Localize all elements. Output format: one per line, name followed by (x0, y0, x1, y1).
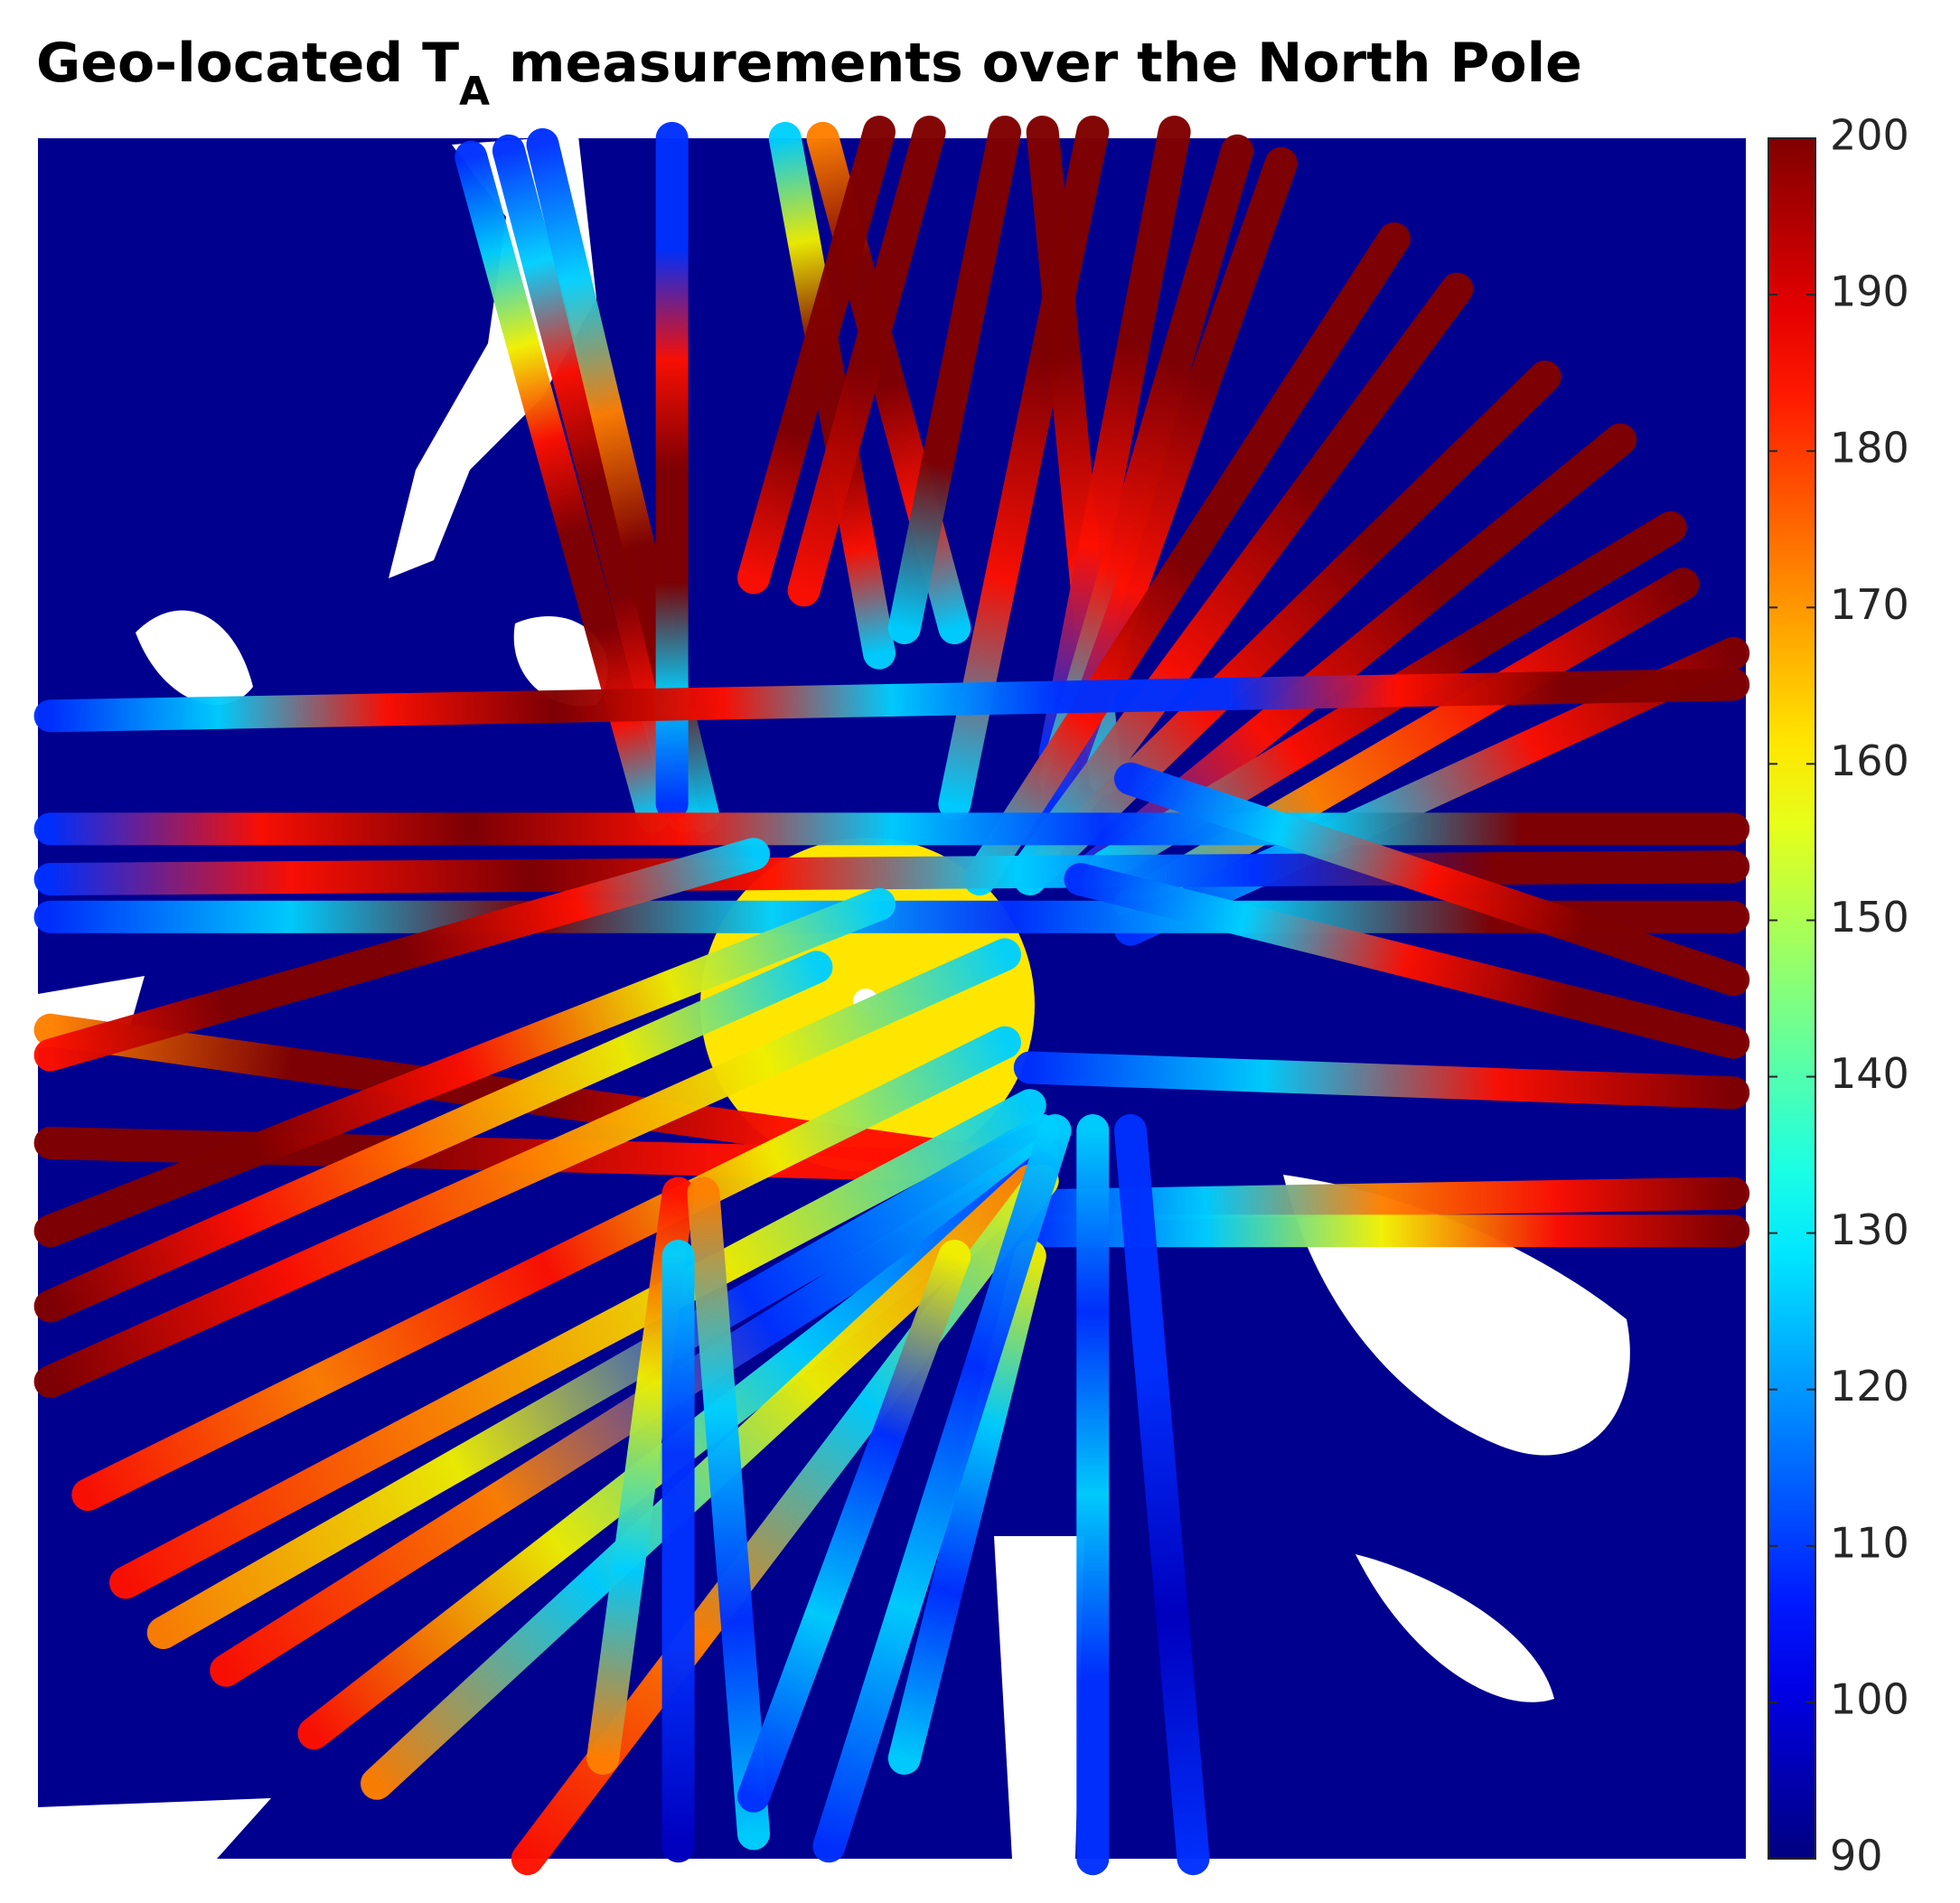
track (33, 951, 833, 1323)
colorbar-tick-label: 190 (1830, 267, 1909, 316)
land (38, 1798, 271, 1859)
track (787, 115, 946, 607)
track (1114, 567, 1700, 921)
chart-title: Geo-located TA measurements over the Nor… (36, 32, 1582, 115)
track (33, 938, 1021, 1398)
title-rest: measurements over the North Pole (490, 32, 1582, 95)
track (887, 1240, 1046, 1775)
tracks (33, 115, 1750, 1876)
track (1013, 272, 1474, 884)
land (513, 616, 608, 707)
colorbar-tick-label: 170 (1830, 580, 1909, 629)
track (1064, 863, 1750, 1059)
track (33, 838, 770, 1072)
colorbar-tick-label: 200 (1830, 111, 1909, 160)
colorbar-tick-label: 90 (1830, 1832, 1883, 1880)
track (737, 1240, 971, 1813)
title-main: Geo-located T (36, 32, 459, 95)
track (737, 115, 896, 595)
map (33, 115, 1750, 1876)
track (1114, 762, 1750, 997)
colorbar-tick-label: 110 (1830, 1518, 1909, 1567)
track (146, 1114, 1059, 1649)
track (768, 121, 896, 670)
track (1114, 1114, 1210, 1876)
colorbar (1768, 137, 1816, 1860)
track (33, 887, 896, 1248)
track (1013, 1051, 1750, 1110)
track (361, 1164, 1046, 1800)
colorbar-tick-label: 160 (1830, 736, 1909, 785)
track (71, 1026, 1021, 1512)
colorbar-tick-label: 120 (1830, 1362, 1909, 1411)
colorbar-tick-label: 150 (1830, 893, 1909, 942)
track (33, 668, 1750, 733)
colorbar-tick-label: 140 (1830, 1049, 1909, 1098)
land (994, 1536, 1084, 1859)
track (1013, 361, 1561, 895)
title-subscript: A (459, 69, 490, 115)
track (109, 1089, 1046, 1599)
track (1038, 115, 1191, 770)
land (136, 610, 253, 705)
land (1355, 1554, 1554, 1702)
track (33, 850, 1750, 895)
track (687, 1176, 770, 1851)
track (812, 1114, 1072, 1863)
colorbar-tick-label: 180 (1830, 424, 1909, 473)
colorbar-tick-label: 130 (1830, 1205, 1909, 1254)
colorbar-tick-label: 100 (1830, 1674, 1909, 1723)
track (887, 115, 1021, 644)
track (963, 222, 1411, 895)
